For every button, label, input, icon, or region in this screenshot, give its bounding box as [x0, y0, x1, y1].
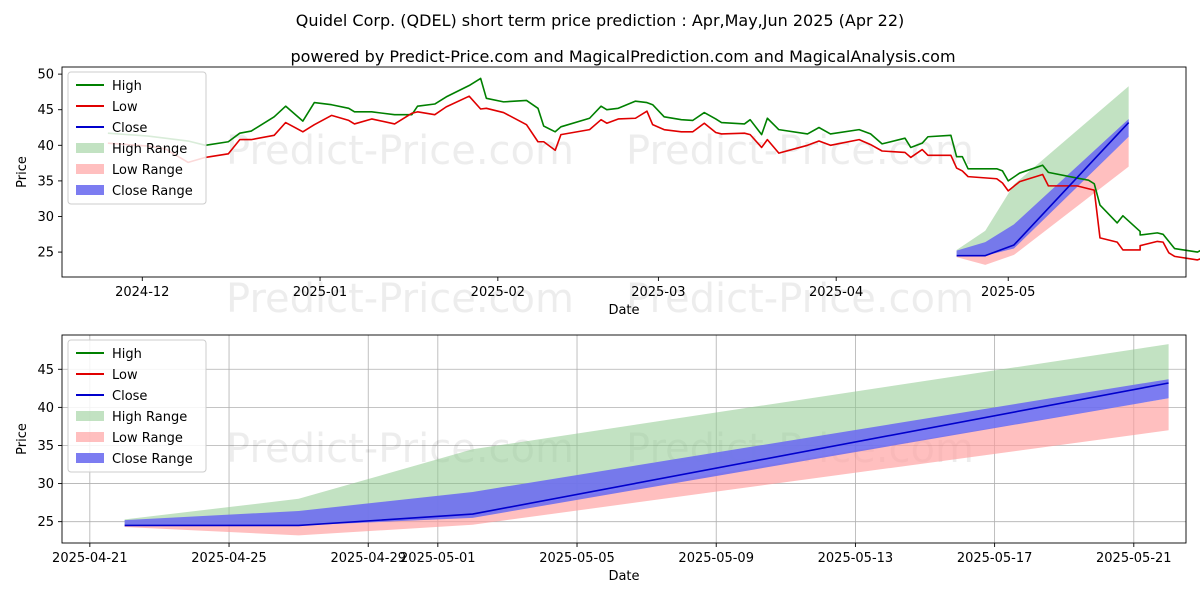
high-range-band — [956, 86, 1129, 256]
low-line — [107, 95, 1200, 261]
low-legend-label: Low — [112, 368, 138, 383]
x-tick-label: 2024-12 — [115, 285, 169, 300]
close-line — [124, 382, 1169, 527]
close-range-legend-swatch — [76, 185, 104, 195]
y-tick-label: 40 — [37, 139, 54, 154]
low-range-legend-label: Low Range — [112, 431, 183, 446]
high-range-legend-swatch — [76, 143, 104, 153]
legend: High Low Close High Range Low Range Close Ran… — [67, 71, 207, 205]
high-range-legend-swatch — [76, 411, 104, 421]
x-tick-label: 2025-05-17 — [957, 551, 1033, 566]
high-range-legend-label: High Range — [112, 142, 187, 157]
legend: High Low Close High Range Low Range Close Ran… — [67, 339, 207, 473]
watermark-text: Predict-Price.com — [226, 276, 574, 322]
high-range-band — [124, 344, 1169, 526]
y-tick-label: 30 — [37, 477, 54, 492]
y-tick-label: 40 — [37, 401, 54, 416]
x-tick-label: 2025-05 — [981, 285, 1035, 300]
y-tick-label: 35 — [37, 174, 54, 189]
x-tick-label: 2025-04-25 — [191, 551, 267, 566]
high-legend-label: High — [112, 347, 142, 362]
x-axis-label: Date — [608, 303, 639, 318]
y-tick-label: 45 — [37, 103, 54, 118]
low-range-legend-swatch — [76, 164, 104, 174]
x-tick-label: 2025-04-21 — [52, 551, 128, 566]
low-range-legend-swatch — [76, 432, 104, 442]
close-line — [956, 121, 1130, 257]
close-range-legend-label: Close Range — [112, 452, 193, 467]
y-tick-label: 25 — [37, 246, 54, 261]
x-tick-label: 2025-02 — [471, 285, 525, 300]
y-tick-label: 25 — [37, 515, 54, 530]
x-tick-label: 2025-04 — [809, 285, 863, 300]
y-tick-label: 35 — [37, 439, 54, 454]
y-tick-label: 45 — [37, 363, 54, 378]
x-tick-label: 2025-03 — [631, 285, 685, 300]
low-legend-label: Low — [112, 100, 138, 115]
close-range-legend-label: Close Range — [112, 184, 193, 199]
y-tick-label: 30 — [37, 210, 54, 225]
y-axis-label: Price — [15, 423, 30, 455]
high-legend-label: High — [112, 79, 142, 94]
watermark-text: Predict-Price.com — [226, 128, 574, 174]
x-tick-label: 2025-04-29 — [330, 551, 406, 566]
x-axis-label: Date — [608, 569, 639, 584]
x-tick-label: 2025-05-13 — [818, 551, 894, 566]
plot-frame — [61, 334, 1187, 544]
watermark-text: Predict-Price.com — [626, 276, 974, 322]
chart-title: Quidel Corp. (QDEL) short term price pre… — [296, 11, 905, 30]
y-tick-label: 50 — [37, 68, 54, 83]
x-tick-label: 2025-05-21 — [1096, 551, 1172, 566]
x-tick-label: 2025-05-05 — [539, 551, 615, 566]
high-range-legend-label: High Range — [112, 410, 187, 425]
close-legend-label: Close — [112, 121, 147, 136]
top-chart-panel: Predict-Price.com Predict-Price.com Predic… — [15, 66, 1200, 322]
x-tick-label: 2025-01 — [293, 285, 347, 300]
y-axis-label: Price — [15, 156, 30, 188]
x-tick-label: 2025-05-09 — [678, 551, 754, 566]
high-line — [107, 77, 1200, 253]
bottom-chart-panel: Predict-Price.comPredict-Price.com253035… — [15, 334, 1187, 584]
plot-frame — [61, 66, 1187, 278]
low-range-legend-label: Low Range — [112, 163, 183, 178]
x-tick-label: 2025-05-01 — [400, 551, 476, 566]
chart-subtitle: powered by Predict-Price.com and Magical… — [290, 47, 955, 66]
close-range-legend-swatch — [76, 453, 104, 463]
watermark-text: Predict-Price.com — [626, 128, 974, 174]
close-legend-label: Close — [112, 389, 147, 404]
